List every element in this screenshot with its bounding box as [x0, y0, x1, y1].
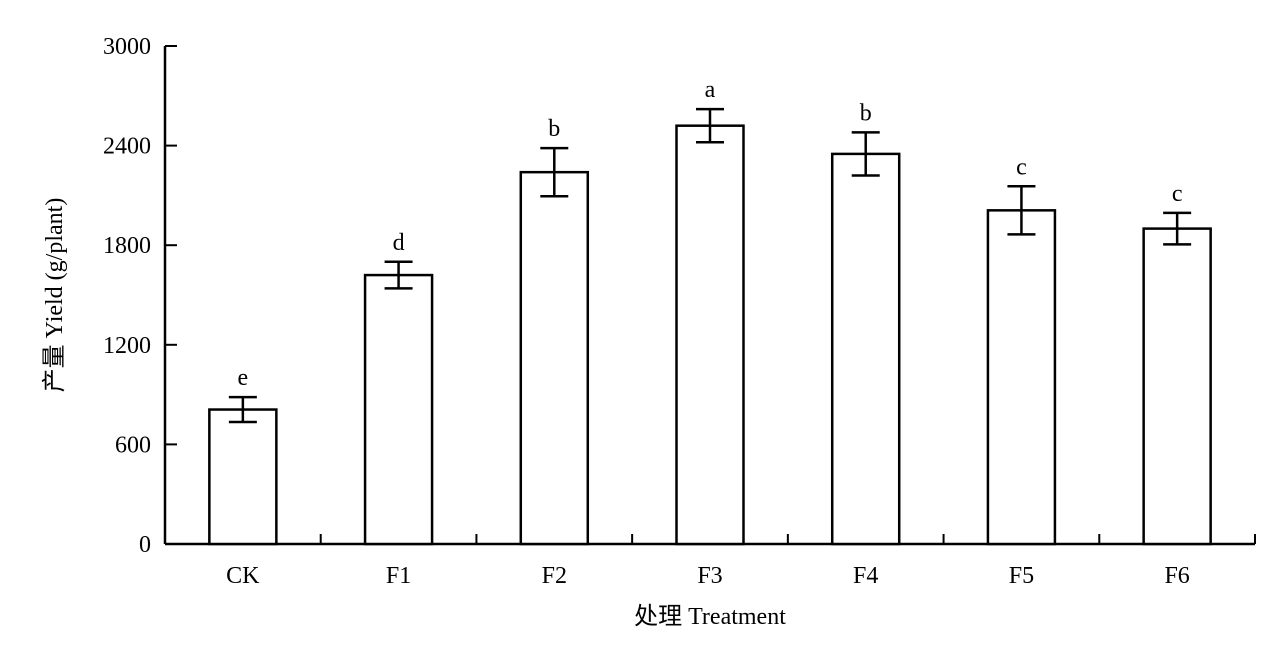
y-axis-title: 产量 Yield (g/plant) [41, 198, 68, 393]
significance-letter: b [860, 100, 872, 126]
x-tick-label: F6 [1164, 563, 1189, 589]
bars [208, 124, 1212, 546]
y-tick-label: 1200 [103, 333, 151, 359]
y-tick-label: 2400 [103, 134, 151, 160]
y-tick-label: 3000 [103, 34, 151, 60]
bar-f6 [1142, 227, 1212, 546]
bar-ck [208, 408, 278, 546]
bar-f3 [675, 124, 745, 546]
x-tick-label: F1 [386, 563, 411, 589]
bar-f2 [519, 170, 590, 546]
error-bar-f2 [540, 146, 569, 198]
significance-letter: a [705, 77, 716, 103]
significance-letter: c [1016, 154, 1027, 180]
bar-f1 [363, 273, 434, 546]
x-axis-title: 处理 Treatment [634, 603, 786, 630]
y-tick-label: 1800 [103, 233, 151, 259]
y-ticks: 0 600 1200 1800 2400 3000 [103, 34, 177, 558]
x-tick-label: F3 [697, 563, 722, 589]
y-tick-label: 600 [115, 432, 151, 458]
x-tick-label: F2 [542, 563, 567, 589]
x-tick-label: CK [226, 563, 260, 589]
x-ticks: CK F1 F2 F3 F4 F5 F6 [226, 534, 1256, 589]
error-bar-ck [228, 395, 257, 424]
error-bar-f3 [696, 107, 724, 144]
bar-f5 [986, 209, 1057, 546]
y-tick-label: 0 [139, 532, 151, 558]
error-bar-f4 [851, 131, 880, 177]
bar-f4 [830, 152, 901, 546]
error-bar-f6 [1163, 211, 1192, 246]
significance-letter: c [1172, 181, 1183, 207]
x-tick-label: F4 [853, 563, 878, 589]
significance-labels: e d b a b c c [238, 77, 1183, 391]
significance-letter: d [393, 230, 405, 256]
significance-letter: b [548, 116, 560, 142]
significance-letter: e [238, 365, 249, 391]
error-bar-f1 [384, 260, 413, 290]
x-tick-label: F5 [1009, 563, 1034, 589]
error-bars [228, 107, 1192, 424]
error-bar-f5 [1007, 185, 1036, 236]
